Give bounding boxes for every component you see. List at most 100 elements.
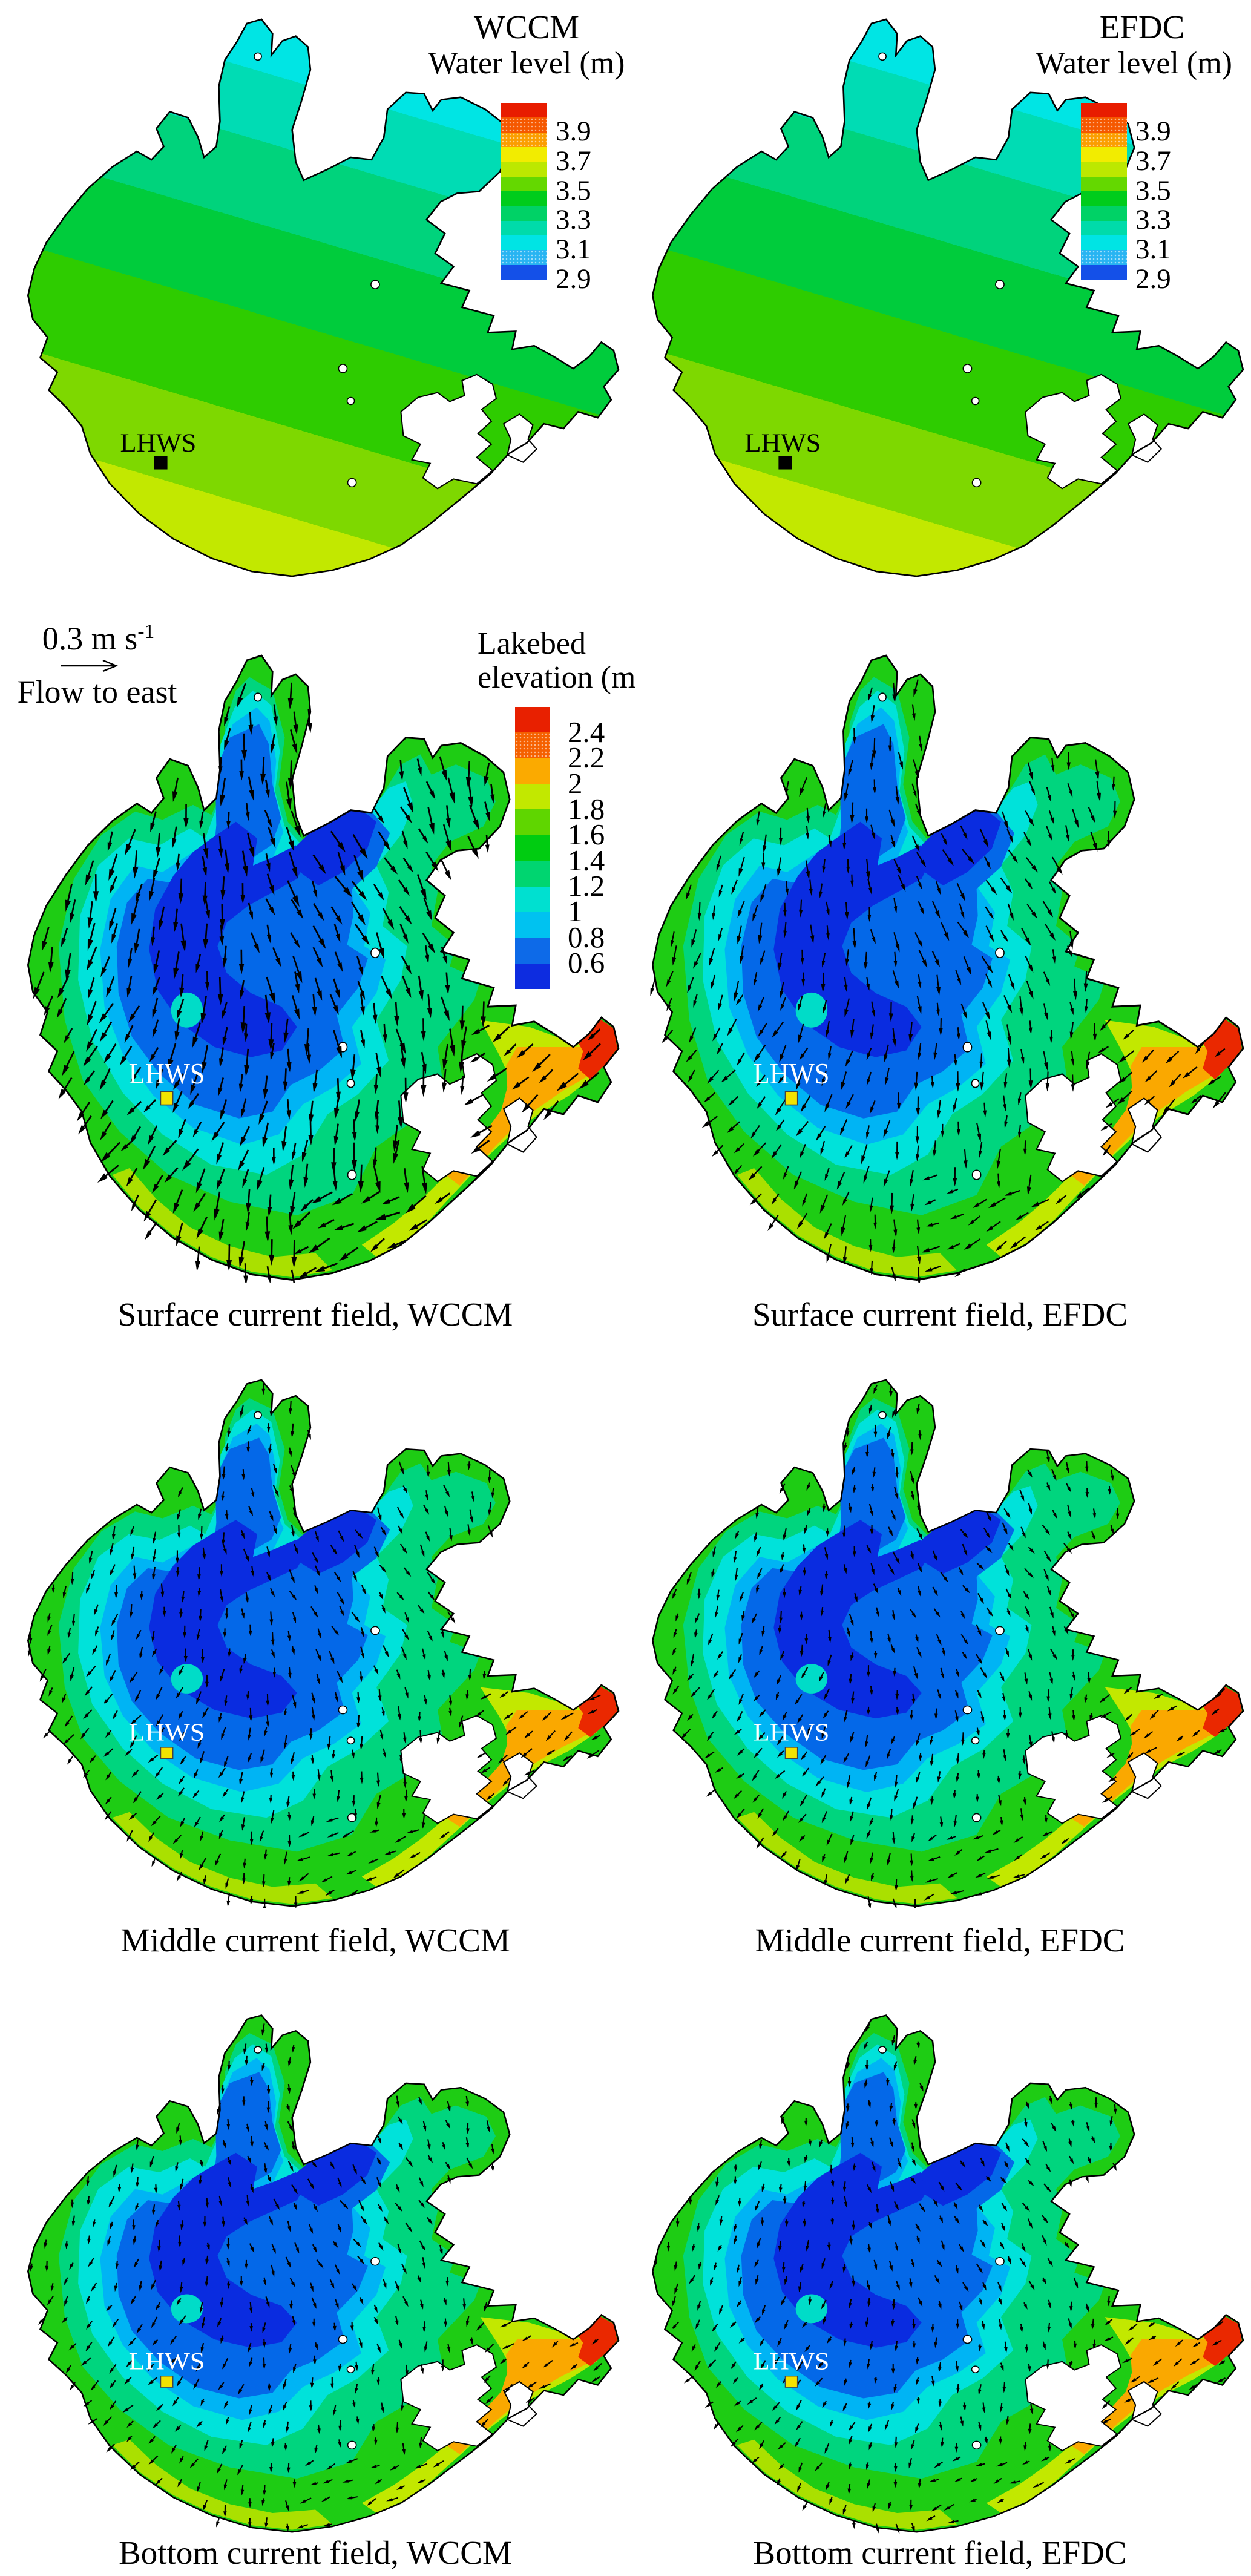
flow-direction-label: Flow to east xyxy=(17,674,177,710)
colorbar-tick-label: 2.9 xyxy=(1135,263,1171,295)
lake-map-current-efdc-row3: LHWS xyxy=(651,1379,1244,1908)
current-vectors xyxy=(30,2023,602,2532)
island xyxy=(1025,373,1122,490)
lhws-station-marker xyxy=(784,2376,798,2388)
lake-map-current-wccm-row2: LHWS xyxy=(27,654,620,1283)
colorbar-tick-label: 3.3 xyxy=(556,204,591,235)
lhws-station-label: LHWS xyxy=(754,1057,830,1090)
lakebed-elevation-fill xyxy=(58,2033,617,2530)
colorbar-band xyxy=(1081,117,1127,133)
reference-vector-exponent: -1 xyxy=(137,620,155,643)
panel-caption: Bottom current field, EFDC xyxy=(753,2534,1127,2571)
islet xyxy=(971,478,982,488)
current-vectors xyxy=(33,682,601,1283)
panel-caption: Middle current field, EFDC xyxy=(755,1922,1125,1959)
island xyxy=(502,413,538,463)
lhws-station-marker xyxy=(784,1747,798,1760)
island xyxy=(502,1097,538,1153)
islet xyxy=(971,1169,982,1180)
island xyxy=(400,1715,497,1824)
lakebed-elevation-fill xyxy=(683,1398,1242,1904)
colorbar-tick-label: 3.3 xyxy=(1135,204,1171,235)
panel-caption: Surface current field, EFDC xyxy=(752,1296,1128,1333)
colorbar-tick-label: 3.1 xyxy=(556,234,591,265)
shoreline xyxy=(27,1379,620,1907)
lhws-station-label: LHWS xyxy=(129,2348,205,2375)
colorbar-band xyxy=(1081,103,1127,118)
colorbar-band xyxy=(515,938,550,964)
colorbar-band xyxy=(501,132,547,147)
reference-vector-value: 0.3 m s xyxy=(42,620,138,657)
islet xyxy=(962,1042,973,1053)
colorbar-tick-label: 3.9 xyxy=(556,116,591,147)
colorbar-band xyxy=(501,235,547,251)
shoreline xyxy=(27,654,620,1281)
lhws-station-marker xyxy=(784,1091,798,1106)
islet xyxy=(347,478,357,488)
title-wccm-variable: Water level (m) xyxy=(428,46,625,80)
colorbar-band xyxy=(1081,235,1127,251)
islet xyxy=(370,280,380,289)
colorbar-lakebed-elevation xyxy=(515,707,550,989)
lhws-station-label: LHWS xyxy=(754,2348,830,2375)
colorbar-band xyxy=(1081,264,1127,280)
colorbar-tick-label: 0.8 xyxy=(568,921,605,954)
colorbar-tick-label: 0.6 xyxy=(568,946,605,979)
islet xyxy=(962,2334,973,2344)
islet xyxy=(346,2365,355,2373)
islet xyxy=(347,1169,357,1180)
colorbar-tick-label: 1 xyxy=(568,895,583,928)
colorbar-band xyxy=(1081,250,1127,265)
island xyxy=(1127,1752,1163,1799)
colorbar-tick-label: 3.9 xyxy=(1135,116,1171,147)
islet xyxy=(254,52,262,61)
islet xyxy=(254,2046,262,2054)
colorbar-band xyxy=(515,861,550,887)
islet xyxy=(347,2440,357,2450)
current-vectors xyxy=(672,1384,1227,1908)
islet xyxy=(254,1411,262,1419)
colorbar-tick-label: 1.6 xyxy=(568,818,605,851)
colorbar-tick-label: 2.4 xyxy=(568,715,605,749)
shoreline xyxy=(27,2014,620,2533)
islet xyxy=(971,1079,980,1088)
islet xyxy=(995,1626,1005,1635)
islet xyxy=(346,396,355,406)
colorbar-band xyxy=(501,146,547,162)
colorbar-band xyxy=(501,176,547,191)
lhws-station-marker xyxy=(154,456,168,470)
islet xyxy=(995,2257,1005,2266)
islet xyxy=(347,1813,357,1822)
lhws-station-marker xyxy=(778,456,792,470)
islet xyxy=(370,2257,380,2266)
title-wccm: WCCM xyxy=(473,8,580,45)
elevation-legend-line2: elevation (m xyxy=(478,660,636,695)
islet xyxy=(370,1626,380,1635)
island xyxy=(400,2344,497,2452)
colorbar-tick-label: 3.7 xyxy=(1135,145,1171,177)
colorbar-tick-label: 1.4 xyxy=(568,844,605,877)
colorbar-band xyxy=(1081,162,1127,177)
islet xyxy=(338,1705,348,1715)
islet xyxy=(878,52,887,61)
islet xyxy=(971,2365,980,2373)
island xyxy=(1127,413,1163,463)
title-efdc-variable: Water level (m) xyxy=(1036,46,1232,80)
lake-map-current-efdc-row2: LHWS xyxy=(650,654,1244,1283)
colorbar-band xyxy=(515,912,550,938)
colorbar-band xyxy=(501,117,547,133)
colorbar-band xyxy=(1081,176,1127,191)
islet xyxy=(346,1736,355,1745)
colorbar-band xyxy=(515,963,550,989)
islet xyxy=(878,2046,887,2054)
island xyxy=(400,373,497,490)
colorbar-band xyxy=(501,264,547,280)
colorbar-tick-label: 2 xyxy=(568,767,583,800)
colorbar-band xyxy=(1081,220,1127,235)
elevation-legend-line1: Lakebed xyxy=(478,626,586,661)
colorbar-band xyxy=(515,732,550,758)
lake-map-current-wccm-row3: LHWS xyxy=(27,1379,620,1908)
island xyxy=(1025,1715,1122,1824)
islet xyxy=(962,1705,973,1715)
title-efdc: EFDC xyxy=(1099,8,1185,45)
